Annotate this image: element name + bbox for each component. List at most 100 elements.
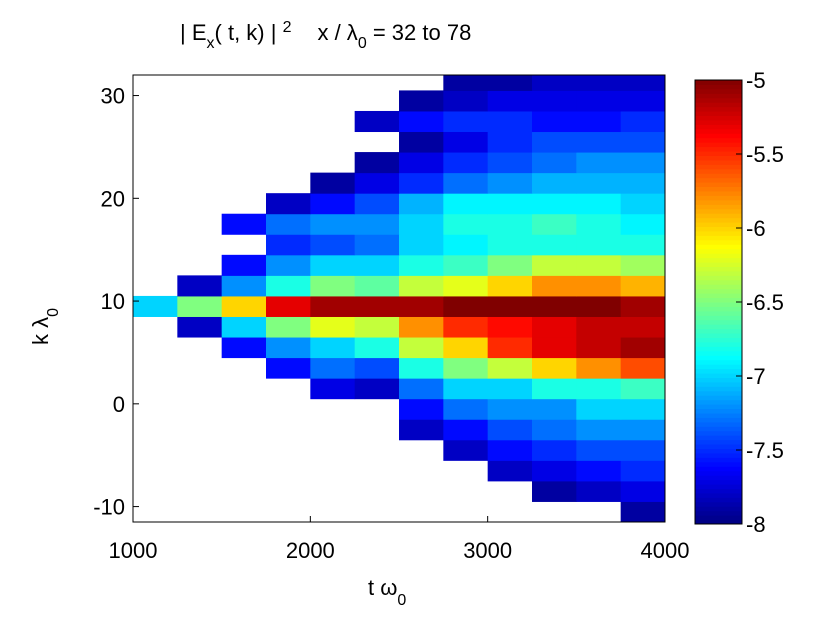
- plot-frame: [132, 74, 666, 523]
- cell: [487, 316, 533, 338]
- cell: [576, 193, 622, 215]
- colorbar-swatch: [695, 452, 742, 458]
- cell: [487, 75, 533, 91]
- cell: [620, 357, 666, 379]
- cell: [620, 152, 666, 174]
- colorbar-swatch: [695, 439, 742, 445]
- cell: [487, 295, 533, 317]
- colorbar-swatch: [695, 182, 742, 188]
- title-part: ( t, k) |: [215, 20, 283, 45]
- cell: [399, 275, 444, 297]
- cell: [576, 439, 622, 461]
- cell: [576, 398, 622, 420]
- colorbar-swatch: [695, 275, 742, 281]
- cell: [266, 275, 311, 297]
- xlabel-part: 0: [397, 592, 406, 609]
- cell: [443, 295, 489, 317]
- cell: [576, 234, 622, 256]
- cell: [576, 419, 622, 441]
- cell: [576, 357, 622, 379]
- colorbar-swatch: [695, 470, 742, 476]
- cell: [310, 295, 356, 317]
- title-part: x / λ: [317, 20, 357, 45]
- cell: [354, 357, 400, 379]
- chart-title: | Ex( t, k) | 2 x / λ0 = 32 to 78: [180, 19, 471, 52]
- cell: [576, 295, 622, 317]
- colorbar-swatch: [695, 222, 742, 228]
- colorbar-tick-label: -6: [746, 216, 766, 241]
- cell: [576, 172, 622, 194]
- cell: [266, 234, 311, 256]
- cell: [487, 152, 533, 174]
- cell: [532, 152, 577, 174]
- cell: [532, 398, 577, 420]
- cell: [310, 193, 356, 215]
- colorbar-swatch: [695, 404, 742, 410]
- colorbar-swatch: [695, 390, 742, 396]
- cell: [487, 419, 533, 441]
- cell: [443, 172, 489, 194]
- colorbar-swatch: [695, 346, 742, 352]
- colorbar-swatch: [695, 244, 742, 250]
- cell: [532, 419, 577, 441]
- colorbar-swatch: [695, 137, 742, 143]
- colorbar-swatch: [695, 510, 742, 516]
- cell: [399, 193, 444, 215]
- cell: [532, 480, 577, 502]
- cell: [310, 254, 356, 276]
- cell: [576, 152, 622, 174]
- cell: [133, 295, 178, 317]
- cell: [221, 295, 267, 317]
- cell: [354, 378, 400, 400]
- cell: [576, 75, 622, 91]
- colorbar-swatch: [695, 124, 742, 130]
- cell: [576, 110, 622, 133]
- colorbar-swatch: [695, 226, 742, 232]
- cell: [399, 131, 444, 153]
- y-tick-label: 10: [101, 289, 125, 314]
- cell: [310, 234, 356, 256]
- colorbar-swatch: [695, 111, 742, 117]
- colorbar-swatch: [695, 97, 742, 103]
- colorbar-swatch: [695, 186, 742, 192]
- colorbar-swatch: [695, 173, 742, 179]
- colorbar-swatch: [695, 288, 742, 294]
- colorbar-swatch: [695, 297, 742, 303]
- cell: [354, 152, 400, 174]
- colorbar-swatch: [695, 208, 742, 214]
- colorbar-swatch: [695, 350, 742, 356]
- cell: [443, 398, 489, 420]
- cell: [399, 213, 444, 235]
- cell: [266, 193, 311, 215]
- colorbar-swatch: [695, 501, 742, 507]
- colorbar-swatch: [695, 506, 742, 512]
- cell: [443, 378, 489, 400]
- colorbar-tick-label: -8: [746, 512, 766, 537]
- colorbar-swatch: [695, 204, 742, 210]
- cell: [354, 234, 400, 256]
- cell: [399, 398, 444, 420]
- cell: [310, 337, 356, 359]
- cell: [576, 213, 622, 235]
- cell: [487, 337, 533, 359]
- cell: [443, 75, 489, 91]
- colorbar-swatch: [695, 426, 742, 432]
- cell: [532, 378, 577, 400]
- cell: [221, 254, 267, 276]
- cell: [399, 90, 444, 112]
- colorbar-swatch: [695, 248, 742, 254]
- colorbar-swatch: [695, 310, 742, 316]
- cell: [532, 275, 577, 297]
- cell: [443, 275, 489, 297]
- colorbar-swatch: [695, 484, 742, 489]
- x-tick-label: 1000: [109, 538, 158, 563]
- cell: [532, 90, 577, 112]
- cell: [443, 213, 489, 235]
- colorbar-swatch: [695, 319, 742, 325]
- cell: [399, 419, 444, 441]
- cell: [399, 357, 444, 379]
- colorbar-swatch: [695, 430, 742, 436]
- cell: [620, 295, 666, 317]
- cell: [177, 295, 223, 317]
- cell: [620, 501, 666, 523]
